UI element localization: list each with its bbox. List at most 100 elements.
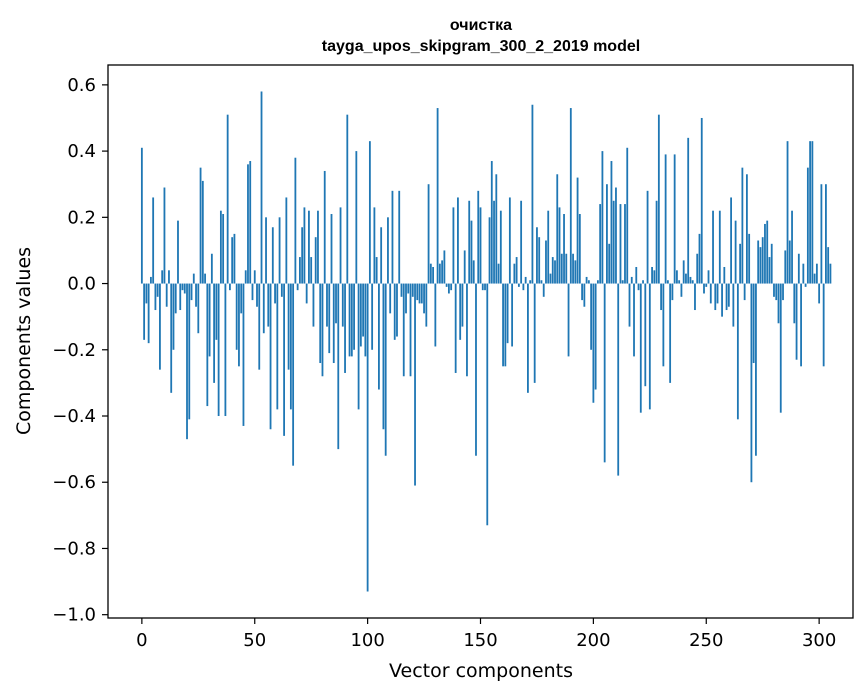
bar	[335, 283, 337, 324]
x-axis-ticks: 0 50 100 150 200 250 300	[136, 618, 836, 651]
bar	[664, 154, 667, 284]
bar	[337, 283, 340, 450]
bar	[152, 197, 155, 284]
bar	[782, 283, 784, 301]
bar	[326, 283, 328, 327]
chart-subtitle: tayga_upos_skipgram_300_2_2019 model	[322, 38, 640, 55]
bar	[777, 283, 780, 324]
y-tick-label: 0.0	[67, 274, 96, 295]
bar	[332, 283, 335, 364]
x-tick-label: 150	[463, 630, 497, 651]
bar	[380, 227, 383, 284]
bar	[709, 283, 712, 304]
bar	[682, 260, 685, 284]
bar	[355, 151, 358, 284]
bar	[163, 187, 166, 284]
bar	[405, 283, 407, 314]
bar	[224, 283, 227, 417]
bar	[387, 217, 389, 284]
bar	[249, 161, 252, 284]
bar	[574, 260, 577, 284]
bar	[736, 283, 739, 420]
bar	[481, 283, 484, 291]
bar	[319, 283, 322, 364]
bars-group	[140, 91, 832, 592]
bar	[188, 283, 191, 420]
bar	[680, 283, 683, 297]
bar	[822, 283, 825, 367]
bar	[761, 237, 764, 284]
bar	[576, 177, 579, 284]
bar	[183, 283, 186, 294]
bar	[475, 283, 477, 456]
bar	[545, 240, 547, 284]
bar	[563, 214, 565, 284]
bar	[606, 184, 608, 284]
bar	[696, 253, 699, 284]
bar	[283, 283, 285, 436]
bar	[247, 164, 249, 284]
bar	[289, 283, 292, 410]
bar	[633, 283, 635, 357]
bar	[759, 247, 762, 284]
bar	[624, 204, 626, 284]
y-tick-label: −0.2	[52, 340, 96, 361]
bar	[445, 283, 448, 287]
y-tick-label: −1.0	[52, 605, 96, 626]
bar	[409, 283, 412, 377]
bar	[630, 276, 633, 284]
y-tick-label: 0.2	[67, 207, 96, 228]
bar	[779, 283, 782, 413]
bar	[714, 283, 717, 311]
bar	[626, 147, 629, 284]
bar	[567, 283, 570, 357]
bar	[707, 270, 710, 284]
bar	[174, 283, 177, 314]
bar	[628, 283, 631, 327]
bar	[669, 283, 672, 383]
bar	[420, 283, 423, 304]
bar	[813, 273, 816, 284]
bar	[554, 260, 556, 284]
bar	[815, 263, 818, 284]
bar	[330, 214, 333, 284]
bar	[739, 243, 742, 284]
bar	[140, 147, 143, 284]
bar	[732, 283, 735, 327]
bar	[533, 283, 536, 383]
bar	[477, 190, 480, 284]
bar	[757, 240, 760, 284]
bar	[755, 283, 757, 456]
bar	[378, 283, 380, 390]
bar	[235, 283, 238, 350]
bar	[511, 283, 514, 347]
bar	[520, 200, 523, 284]
bar	[517, 283, 520, 287]
bar	[213, 283, 216, 383]
bar	[310, 257, 313, 284]
bar	[296, 283, 299, 291]
bar	[414, 283, 416, 486]
bar	[450, 283, 453, 291]
bar	[800, 283, 802, 367]
bar	[301, 227, 304, 284]
bar	[161, 270, 164, 284]
bar	[619, 204, 622, 284]
bar	[366, 283, 369, 592]
bar	[285, 197, 288, 284]
bar	[308, 210, 310, 284]
bar	[400, 283, 403, 297]
bar	[323, 170, 326, 284]
bar	[495, 174, 498, 284]
bar	[447, 283, 450, 294]
bar	[651, 266, 653, 284]
bar	[362, 283, 365, 337]
bar	[393, 283, 396, 340]
bar	[484, 283, 486, 291]
bar	[145, 283, 148, 304]
bar	[768, 257, 771, 284]
bar	[206, 283, 209, 407]
bar	[502, 283, 504, 367]
bar	[578, 214, 581, 284]
